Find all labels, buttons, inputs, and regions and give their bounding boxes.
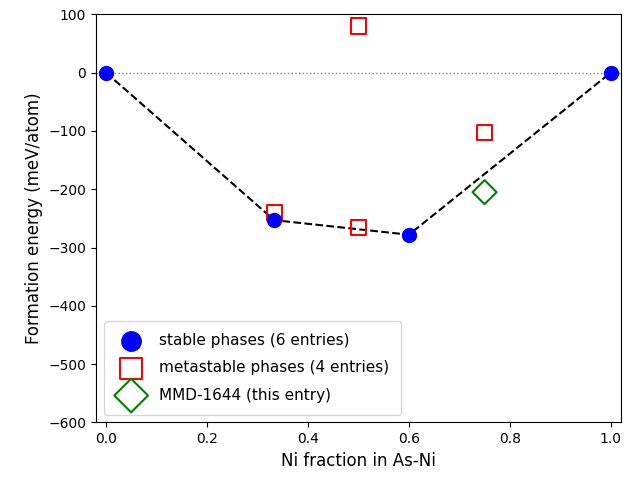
- stable phases (6 entries): [404, 231, 414, 239]
- metastable phases (4 entries): [353, 223, 364, 231]
- metastable phases (4 entries): [353, 22, 364, 30]
- metastable phases (4 entries): [479, 129, 490, 137]
- stable phases (6 entries): [101, 69, 111, 76]
- Y-axis label: Formation energy (meV/atom): Formation energy (meV/atom): [25, 93, 43, 344]
- metastable phases (4 entries): [269, 209, 280, 216]
- X-axis label: Ni fraction in As-Ni: Ni fraction in As-Ni: [281, 452, 436, 469]
- stable phases (6 entries): [605, 69, 616, 76]
- stable phases (6 entries): [269, 216, 280, 224]
- Legend: stable phases (6 entries), metastable phases (4 entries), MMD-1644 (this entry): stable phases (6 entries), metastable ph…: [104, 321, 401, 415]
- MMD-1644 (this entry): [479, 188, 490, 196]
